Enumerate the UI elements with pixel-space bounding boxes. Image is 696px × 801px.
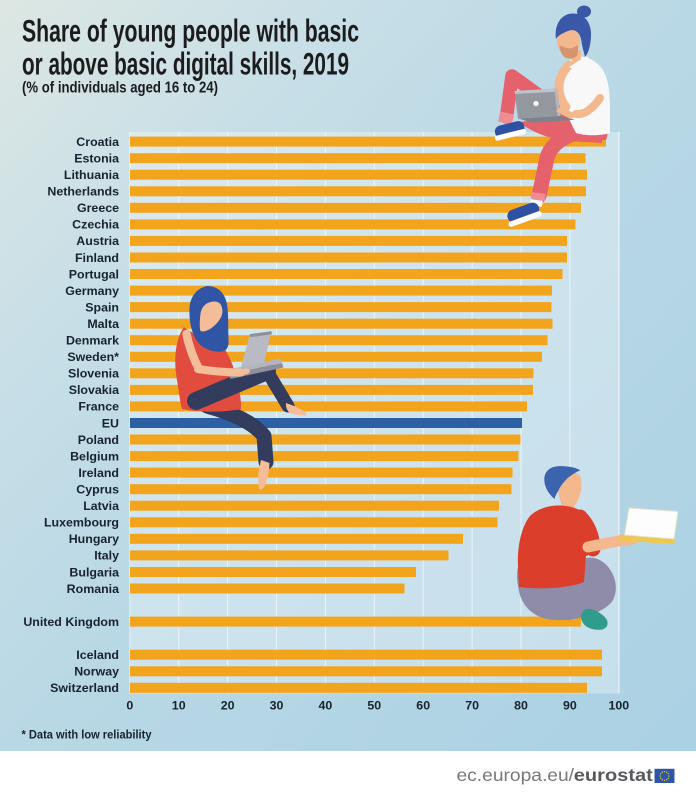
svg-text:Czechia: Czechia (72, 218, 119, 232)
svg-text:Slovakia: Slovakia (69, 383, 119, 397)
svg-text:Austria: Austria (76, 234, 119, 248)
svg-text:eurostat: eurostat (574, 765, 653, 785)
svg-text:Slovenia: Slovenia (68, 367, 119, 381)
svg-text:Latvia: Latvia (83, 499, 119, 513)
svg-text:Cyprus: Cyprus (76, 483, 119, 497)
svg-text:EU: EU (102, 416, 119, 430)
svg-text:United Kingdom: United Kingdom (23, 615, 119, 629)
svg-text:80: 80 (514, 699, 528, 713)
svg-text:Spain: Spain (85, 300, 119, 314)
svg-text:Hungary: Hungary (69, 532, 119, 546)
svg-text:60: 60 (416, 699, 430, 713)
svg-text:Iceland: Iceland (76, 648, 119, 662)
svg-text:Germany: Germany (65, 284, 119, 298)
svg-text:Lithuania: Lithuania (64, 168, 119, 182)
svg-text:Norway: Norway (74, 665, 119, 679)
svg-text:Estonia: Estonia (74, 152, 119, 166)
svg-text:0: 0 (126, 699, 133, 713)
svg-text:Share of young people with bas: Share of young people with basic (22, 13, 359, 49)
svg-text:Bulgaria: Bulgaria (69, 565, 119, 579)
svg-text:70: 70 (465, 699, 479, 713)
svg-text:50: 50 (367, 699, 381, 713)
svg-text:100: 100 (608, 699, 629, 713)
svg-text:20: 20 (221, 699, 235, 713)
svg-text:Ireland: Ireland (78, 466, 119, 480)
svg-text:Denmark: Denmark (66, 334, 119, 348)
svg-text:(% of individuals aged 16 to 2: (% of individuals aged 16 to 24) (22, 80, 218, 97)
svg-text:Malta: Malta (87, 317, 119, 331)
svg-text:Belgium: Belgium (70, 449, 119, 463)
svg-text:Sweden*: Sweden* (67, 350, 119, 364)
svg-text:40: 40 (319, 699, 333, 713)
svg-text:Poland: Poland (78, 433, 119, 447)
svg-text:Finland: Finland (75, 251, 119, 265)
svg-text:Romania: Romania (67, 582, 119, 596)
svg-text:30: 30 (270, 699, 284, 713)
svg-text:Italy: Italy (94, 549, 119, 563)
svg-text:Greece: Greece (77, 201, 119, 215)
svg-text:10: 10 (172, 699, 186, 713)
svg-text:90: 90 (563, 699, 577, 713)
svg-text:Netherlands: Netherlands (47, 185, 119, 199)
svg-text:ec.europa.eu/: ec.europa.eu/ (457, 765, 575, 785)
svg-text:Portugal: Portugal (69, 267, 119, 281)
svg-text:or above basic digital skills,: or above basic digital skills, 2019 (22, 46, 349, 82)
svg-text:Switzerland: Switzerland (50, 681, 119, 695)
svg-text:France: France (78, 400, 119, 414)
svg-text:Croatia: Croatia (76, 135, 119, 149)
svg-text:* Data with low reliability: * Data with low reliability (22, 728, 152, 742)
svg-text:Luxembourg: Luxembourg (44, 516, 119, 530)
